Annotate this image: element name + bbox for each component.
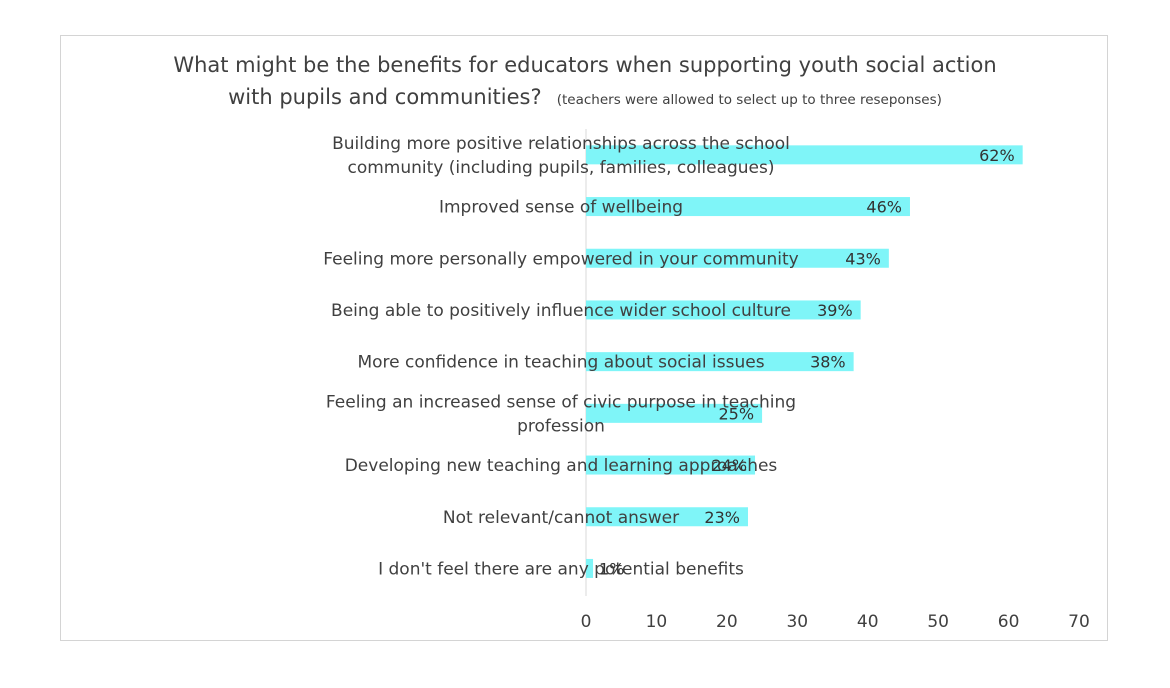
bar-3 — [586, 248, 889, 268]
category-label-5: More confidence in teaching about social… — [357, 353, 764, 373]
category-label-1-line-2: community (including pupils, families, c… — [347, 158, 774, 178]
bar-6 — [586, 403, 763, 423]
bar-7 — [586, 455, 756, 475]
data-label-5: 38% — [810, 353, 846, 372]
data-label-2: 46% — [866, 198, 902, 217]
category-label-3: Feeling more personally empowered in you… — [323, 249, 798, 269]
x-tick-label-50: 50 — [927, 612, 949, 632]
x-tick-label-20: 20 — [716, 612, 738, 632]
bars-group: Building more positive relationships acr… — [323, 134, 1090, 632]
data-label-3: 43% — [845, 249, 881, 268]
x-tick-label-40: 40 — [857, 612, 879, 632]
x-tick-label-60: 60 — [998, 612, 1020, 632]
bar-5 — [586, 352, 854, 372]
x-tick-label-10: 10 — [646, 612, 668, 632]
data-label-4: 39% — [817, 301, 853, 320]
data-label-1: 62% — [979, 146, 1015, 165]
chart-title-line1: What might be the benefits for educators… — [173, 53, 996, 77]
category-label-4: Being able to positively influence wider… — [331, 301, 791, 321]
chart-subtitle: (teachers were allowed to select up to t… — [557, 92, 942, 108]
x-tick-label-30: 30 — [786, 612, 808, 632]
x-tick-label-0: 0 — [581, 612, 592, 632]
chart-title-line2-group: with pupils and communities? (teachers w… — [228, 85, 942, 109]
category-label-6-line-2: profession — [517, 416, 605, 436]
category-label-9: I don't feel there are any potential ben… — [378, 559, 744, 579]
category-label-1-line-1: Building more positive relationships acr… — [332, 134, 790, 154]
category-label-2: Improved sense of wellbeing — [439, 198, 683, 218]
data-label-6: 25% — [719, 404, 755, 423]
bar-2 — [586, 197, 910, 217]
category-label-6-line-1: Feeling an increased sense of civic purp… — [326, 392, 796, 412]
chart-title-line2: with pupils and communities? — [228, 85, 542, 109]
x-tick-label-70: 70 — [1068, 612, 1090, 632]
bar-1 — [586, 145, 1023, 165]
bar-8 — [586, 507, 748, 527]
data-label-8: 23% — [704, 508, 740, 527]
bar-chart: What might be the benefits for educators… — [173, 53, 1090, 632]
category-label-7: Developing new teaching and learning app… — [345, 456, 778, 476]
chart-frame: What might be the benefits for educators… — [60, 35, 1108, 641]
category-label-8: Not relevant/cannot answer — [443, 508, 679, 528]
data-label-7: 24% — [711, 456, 747, 475]
bar-9 — [586, 558, 594, 578]
bar-4 — [586, 300, 861, 320]
data-label-9: 1% — [599, 559, 624, 578]
